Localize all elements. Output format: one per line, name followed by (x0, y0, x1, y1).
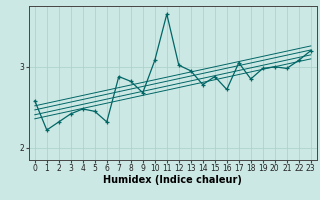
X-axis label: Humidex (Indice chaleur): Humidex (Indice chaleur) (103, 175, 242, 185)
